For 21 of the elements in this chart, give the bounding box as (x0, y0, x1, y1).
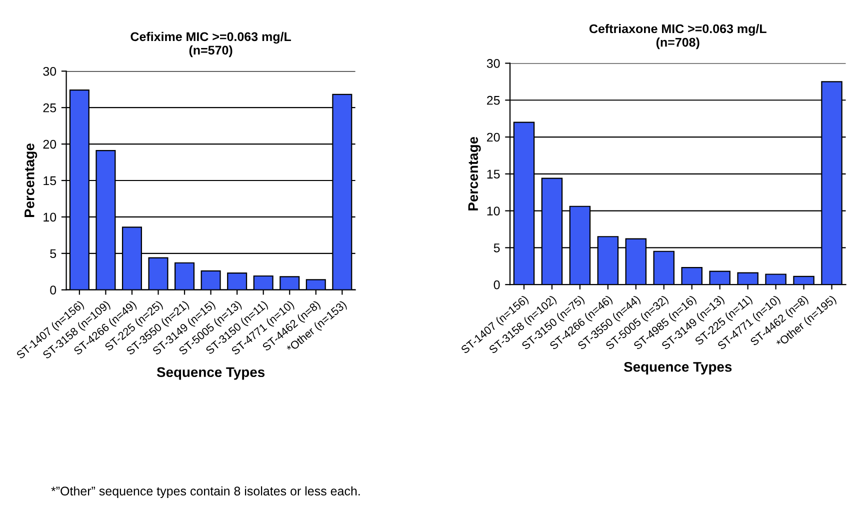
y-tick-label: 30 (486, 59, 500, 68)
chart-title: Cefixime MIC >=0.063 mg/L (n=570) (130, 32, 292, 58)
y-tick-label: 5 (50, 249, 56, 258)
y-axis-title: Percentage (24, 144, 38, 218)
y-tick-label: 20 (43, 140, 56, 149)
y-tick-label: 25 (487, 96, 500, 105)
y-tick-label: 15 (487, 170, 500, 179)
y-tick-label: 20 (487, 132, 500, 142)
y-tick-label: 0 (494, 280, 500, 290)
y-tick-label: 10 (44, 212, 56, 222)
y-tick-label: 15 (44, 176, 56, 186)
y-tick-label: 10 (487, 206, 500, 216)
x-axis-title: Sequence Types (624, 362, 732, 375)
x-axis-title: Sequence Types (156, 367, 265, 380)
y-tick-label: 5 (494, 244, 500, 252)
y-tick-label: 25 (43, 103, 56, 112)
chart-title: Ceftriaxone MIC >=0.063 mg/L (n=708) (589, 24, 766, 50)
text: *”Other” sequence types contain 8 isolates or less each. (51, 486, 360, 498)
y-axis-title: Percentage (468, 136, 481, 210)
y-tick-label: 30 (43, 66, 56, 76)
y-tick-label: 0 (50, 286, 56, 294)
